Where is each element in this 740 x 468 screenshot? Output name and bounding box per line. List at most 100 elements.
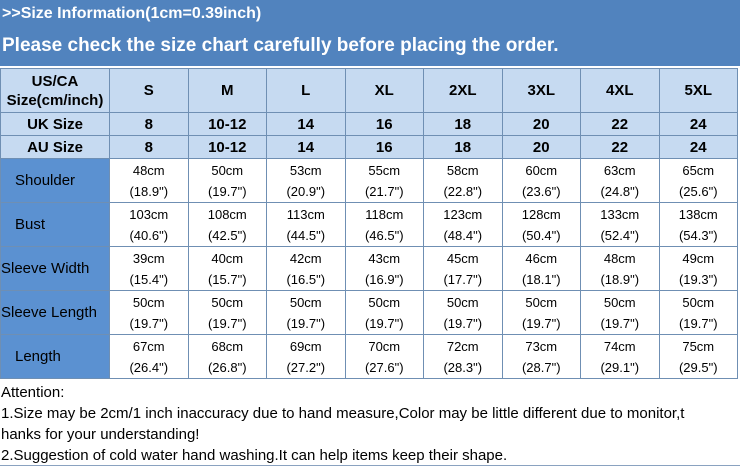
cm-value: 50cm xyxy=(289,294,322,310)
measurement-row: Sleeve Width 39cm (15.4") 40cm (15.7") 42cm (1… xyxy=(0,246,738,291)
measurement-cell: 50cm (19.7") xyxy=(580,290,660,335)
size-header: S xyxy=(109,68,189,113)
cm-value: 68cm xyxy=(211,338,244,354)
measurement-cell: 128cm (50.4") xyxy=(501,202,581,247)
measurement-row: Shoulder 48cm (18.9") 50cm (19.7") 53cm (20.9"… xyxy=(0,158,738,203)
inch-value: (19.7") xyxy=(600,315,640,331)
measurement-cell: 133cm (52.4") xyxy=(580,202,660,247)
inch-value: (54.3") xyxy=(678,227,718,243)
cm-value: 43cm xyxy=(368,250,401,266)
divider xyxy=(0,465,740,466)
cm-value: 50cm xyxy=(368,294,401,310)
cm-value: 108cm xyxy=(207,206,247,222)
cm-value: 45cm xyxy=(446,250,479,266)
measurement-cell: 50cm (19.7") xyxy=(658,290,738,335)
measurement-cell: 48cm (18.9") xyxy=(580,246,660,291)
measurement-cell: 50cm (19.7") xyxy=(187,158,267,203)
cm-value: 65cm xyxy=(682,162,715,178)
cm-value: 48cm xyxy=(132,162,165,178)
inch-value: (20.9") xyxy=(286,183,326,199)
measurement-cell: 43cm (16.9") xyxy=(344,246,424,291)
cm-value: 50cm xyxy=(211,294,244,310)
uk-size-row: UK Size 8 10-12 14 16 18 20 22 24 xyxy=(0,112,738,136)
measurement-cell: 45cm (17.7") xyxy=(423,246,503,291)
inch-value: (19.7") xyxy=(129,315,169,331)
cm-value: 60cm xyxy=(525,162,558,178)
inch-value: (28.3") xyxy=(443,359,483,375)
cm-value: 50cm xyxy=(132,294,165,310)
measurement-cell: 63cm (24.8") xyxy=(580,158,660,203)
size-header-label: US/CA Size(cm/inch) xyxy=(0,68,110,113)
measurement-cell: 46cm (18.1") xyxy=(501,246,581,291)
cm-value: 128cm xyxy=(521,206,561,222)
cm-value: 50cm xyxy=(603,294,636,310)
inch-value: (42.5") xyxy=(207,227,247,243)
cm-value: 75cm xyxy=(682,338,715,354)
measurement-cell: 42cm (16.5") xyxy=(266,246,346,291)
cm-value: 46cm xyxy=(525,250,558,266)
cm-value: 67cm xyxy=(132,338,165,354)
note-2: 2.Suggestion of cold water hand washing.… xyxy=(1,447,508,464)
measurement-cell: 67cm (26.4") xyxy=(109,334,189,379)
size-info-title: >>Size Information(1cm=0.39inch) xyxy=(2,5,262,22)
measurement-cell: 50cm (19.7") xyxy=(501,290,581,335)
cm-value: 50cm xyxy=(211,162,244,178)
inch-value: (26.4") xyxy=(129,359,169,375)
measurement-cell: 108cm (42.5") xyxy=(187,202,267,247)
measurement-label: Length xyxy=(0,334,110,379)
au-size-value: 14 xyxy=(266,135,346,159)
au-size-value: 10-12 xyxy=(187,135,267,159)
inch-value: (19.7") xyxy=(443,315,483,331)
cm-value: 138cm xyxy=(678,206,718,222)
size-header: 3XL xyxy=(501,68,581,113)
measurement-cell: 49cm (19.3") xyxy=(658,246,738,291)
size-header: XL xyxy=(344,68,424,113)
cm-value: 118cm xyxy=(365,206,404,222)
inch-value: (44.5") xyxy=(286,227,326,243)
inch-value: (24.8") xyxy=(600,183,640,199)
au-size-value: 20 xyxy=(501,135,581,159)
measurement-cell: 75cm (29.5") xyxy=(658,334,738,379)
inch-value: (22.8") xyxy=(443,183,483,199)
measurement-cell: 118cm (46.5") xyxy=(344,202,424,247)
cm-value: 69cm xyxy=(289,338,322,354)
measurement-cell: 74cm (29.1") xyxy=(580,334,660,379)
inch-value: (21.7") xyxy=(364,183,404,199)
cm-value: 49cm xyxy=(682,250,715,266)
inch-value: (17.7") xyxy=(443,271,483,287)
cm-value: 53cm xyxy=(289,162,322,178)
au-size-value: 22 xyxy=(580,135,660,159)
measurement-cell: 138cm (54.3") xyxy=(658,202,738,247)
measurement-cell: 50cm (19.7") xyxy=(423,290,503,335)
measurement-label: Sleeve Width xyxy=(0,246,110,291)
inch-value: (26.8") xyxy=(207,359,247,375)
cm-value: 40cm xyxy=(211,250,244,266)
inch-value: (18.9") xyxy=(600,271,640,287)
cm-value: 50cm xyxy=(682,294,715,310)
measurement-cell: 53cm (20.9") xyxy=(266,158,346,203)
uk-size-value: 18 xyxy=(423,112,503,136)
measurement-cell: 50cm (19.7") xyxy=(109,290,189,335)
measurement-cell: 72cm (28.3") xyxy=(423,334,503,379)
au-size-value: 8 xyxy=(109,135,189,159)
size-header: L xyxy=(266,68,346,113)
cm-value: 42cm xyxy=(289,250,322,266)
measurement-cell: 58cm (22.8") xyxy=(423,158,503,203)
measurement-cell: 50cm (19.7") xyxy=(266,290,346,335)
inch-value: (48.4") xyxy=(443,227,483,243)
uk-size-value: 24 xyxy=(658,112,738,136)
inch-value: (16.9") xyxy=(364,271,404,287)
inch-value: (28.7") xyxy=(521,359,561,375)
cm-value: 50cm xyxy=(446,294,479,310)
uk-size-value: 22 xyxy=(580,112,660,136)
inch-value: (25.6") xyxy=(678,183,718,199)
note-1-cont: hanks for your understanding! xyxy=(1,426,200,443)
measurement-row: Length 67cm (26.4") 68cm (26.8") 69cm (27.2") 7… xyxy=(0,334,738,379)
inch-value: (18.1") xyxy=(521,271,561,287)
title-banner: >>Size Information(1cm=0.39inch) Please … xyxy=(0,0,740,66)
size-chart-notice: Please check the size chart carefully be… xyxy=(2,35,559,56)
inch-value: (19.7") xyxy=(364,315,404,331)
inch-value: (19.7") xyxy=(678,315,718,331)
inch-value: (52.4") xyxy=(600,227,640,243)
uk-size-value: 14 xyxy=(266,112,346,136)
